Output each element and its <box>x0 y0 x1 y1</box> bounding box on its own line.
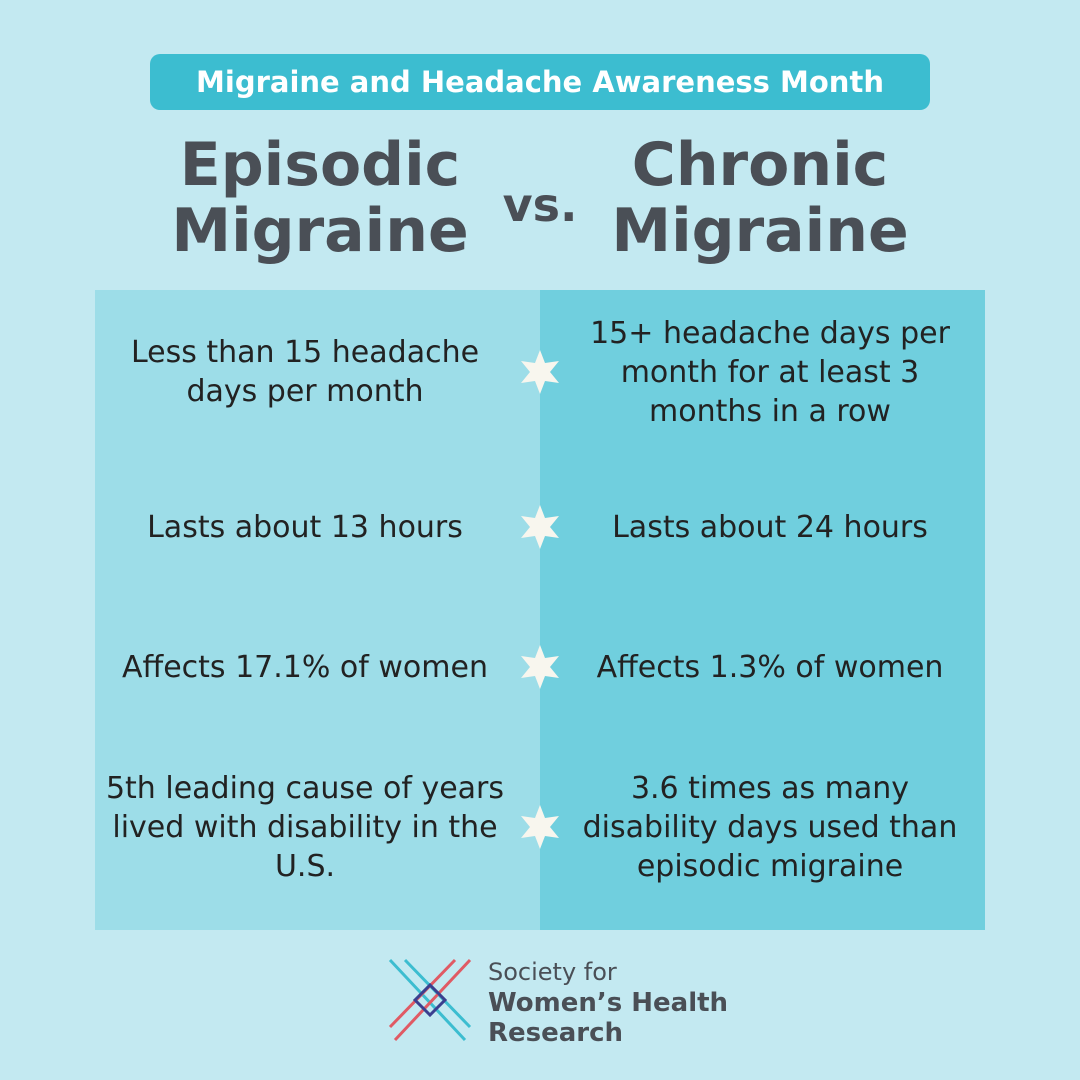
star-icon <box>521 350 559 394</box>
chronic-cell: 3.6 times as many disability days used t… <box>582 770 958 884</box>
chronic-cell: Affects 1.3% of women <box>596 649 944 685</box>
star-icon <box>521 645 559 689</box>
vs: vs. <box>502 178 578 232</box>
episodic-cell: 5th leading cause of years lived with di… <box>105 770 505 884</box>
logo-mark <box>388 958 472 1042</box>
logo-line: Society for <box>488 958 617 986</box>
episodic-cell: Less than 15 headache days per month <box>130 335 480 409</box>
episodic-cell: Affects 17.1% of women <box>122 649 488 685</box>
logo-line: Research <box>488 1018 624 1048</box>
star-icon <box>521 505 559 549</box>
logo-line: Women’s Health <box>488 988 729 1018</box>
left-title: Episodic Migraine <box>171 130 469 266</box>
star <box>517 349 563 395</box>
episodic-cell: Lasts about 13 hours <box>147 509 463 545</box>
episodic-column <box>95 290 540 930</box>
star <box>517 804 563 850</box>
star-icon <box>521 805 559 849</box>
chronic-cell: Lasts about 24 hours <box>612 509 928 545</box>
chronic-column <box>540 290 985 930</box>
star <box>517 504 563 550</box>
right-title: Chronic Migraine <box>611 130 909 266</box>
star <box>517 644 563 690</box>
chronic-cell: 15+ headache days per month for at least… <box>590 315 950 429</box>
banner: Migraine and Headache Awareness Month <box>150 54 930 110</box>
